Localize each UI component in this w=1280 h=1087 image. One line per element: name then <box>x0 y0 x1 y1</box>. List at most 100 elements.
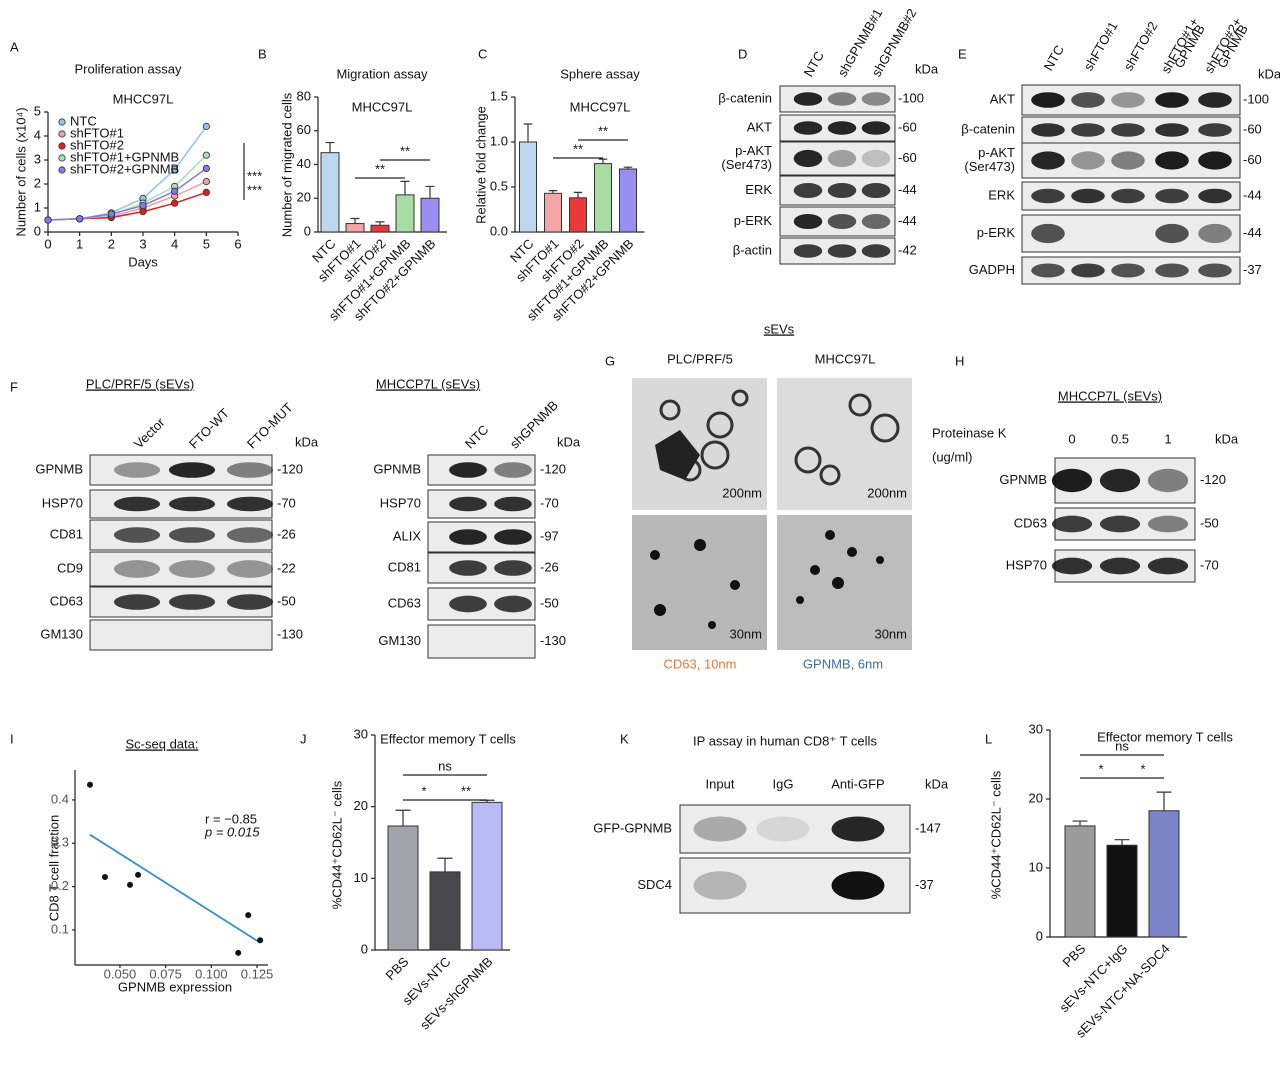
band <box>1071 151 1105 170</box>
band <box>1147 468 1189 493</box>
bar <box>370 224 390 233</box>
row-label: (Ser473) <box>721 157 772 172</box>
y-axis-label: Number of cells (x10⁴) <box>13 107 28 236</box>
band <box>494 529 532 545</box>
lane-label: shGPNMB <box>507 398 561 452</box>
y-axis-label: Number of migrated cells <box>279 92 294 237</box>
tem-image <box>632 378 767 510</box>
y-tick-label: 0.2 <box>51 878 69 893</box>
size-marker: -60 <box>898 119 917 134</box>
band <box>168 462 216 478</box>
bar <box>320 152 340 233</box>
band <box>861 213 891 230</box>
blot-title: MHCCP7L (sEVs) <box>376 376 480 391</box>
legend-label: shFTO#2 <box>70 137 124 152</box>
band <box>1031 223 1065 244</box>
x-tick-label: 0.100 <box>195 966 228 981</box>
significance-label: *** <box>247 182 262 197</box>
size-marker: -147 <box>915 820 941 835</box>
x-axis-label: GPNMB expression <box>118 979 232 994</box>
unit-label: kDa <box>557 434 581 449</box>
size-marker: -60 <box>1243 121 1262 136</box>
x-tick-label: 3 <box>139 236 146 251</box>
legend-label: shFTO#1+GPNMB <box>70 149 179 164</box>
lane-label: Vector <box>131 414 168 451</box>
unit-label: kDa <box>1215 431 1239 446</box>
significance-label: ** <box>573 141 583 156</box>
band <box>793 182 823 199</box>
y-tick-label: 0.1 <box>51 921 69 936</box>
panel-label: B <box>258 46 267 61</box>
row-label: CD81 <box>388 559 421 574</box>
y-axis-label: %CD44⁺CD62L⁻ cells <box>988 770 1003 899</box>
error-bar <box>375 221 385 226</box>
y-tick-label: 4 <box>34 127 41 142</box>
band <box>1051 557 1093 575</box>
band <box>1198 223 1232 244</box>
significance-label: * <box>421 783 426 798</box>
data-point <box>202 122 210 131</box>
error-bar <box>598 158 608 164</box>
bar <box>420 197 440 233</box>
legend-marker <box>58 130 66 138</box>
y-tick-label: 10 <box>1029 859 1043 874</box>
lane-label: 0.5 <box>1111 431 1129 446</box>
band <box>1155 263 1189 278</box>
chart-title: Migration assay <box>336 66 428 81</box>
gold-particles <box>650 530 884 629</box>
band <box>1147 515 1189 533</box>
blot-title: IP assay in human CD8⁺ T cells <box>693 733 877 748</box>
band <box>861 149 891 168</box>
band <box>1155 151 1189 170</box>
chart-title: Sc-seq data: <box>126 736 199 751</box>
band <box>827 182 857 199</box>
row-label: β-catenin <box>961 121 1015 136</box>
y-tick-label: 0 <box>304 223 311 238</box>
x-tick-label: 5 <box>203 236 210 251</box>
row-label: β-actin <box>733 242 772 257</box>
y-tick-label: 5 <box>34 103 41 118</box>
bar <box>471 801 503 951</box>
fit-line <box>89 833 261 944</box>
bar <box>594 163 612 233</box>
row-label: CD63 <box>50 593 83 608</box>
panel-label: G <box>605 353 615 368</box>
significance-label: *** <box>247 168 262 183</box>
immunogold-image <box>632 515 767 650</box>
band <box>1198 123 1232 137</box>
size-marker: -50 <box>277 593 296 608</box>
band <box>449 595 487 613</box>
band <box>449 560 487 576</box>
scale-bar: 200nm <box>867 485 907 500</box>
band <box>1198 92 1232 108</box>
bar <box>395 194 415 233</box>
size-marker: -130 <box>277 626 303 641</box>
size-marker: -44 <box>1243 187 1262 202</box>
size-marker: -120 <box>540 461 566 476</box>
row-label: SDC4 <box>637 877 672 892</box>
band <box>861 92 891 106</box>
error-bar <box>350 217 360 224</box>
size-marker: -44 <box>1243 225 1262 240</box>
row-label: CD63 <box>1014 515 1047 530</box>
band <box>793 121 823 135</box>
y-tick-label: 20 <box>297 190 311 205</box>
size-marker: -120 <box>277 461 303 476</box>
significance-label: ** <box>375 161 385 176</box>
y-tick-label: 80 <box>297 88 311 103</box>
error-bar <box>573 191 583 198</box>
band <box>226 496 274 512</box>
y-tick-label: 0.0 <box>490 223 508 238</box>
band <box>861 244 891 258</box>
data-point <box>139 202 147 210</box>
size-marker: -130 <box>540 633 566 648</box>
band <box>1099 515 1141 533</box>
band <box>1031 263 1065 278</box>
y-tick-label: 20 <box>354 798 368 813</box>
panel-label: K <box>620 731 629 746</box>
chart-subtitle: MHCC97L <box>352 99 413 114</box>
size-marker: -70 <box>540 495 559 510</box>
bar <box>619 168 637 233</box>
column-label: PLC/PRF/5 <box>667 351 733 366</box>
band <box>1111 263 1145 278</box>
